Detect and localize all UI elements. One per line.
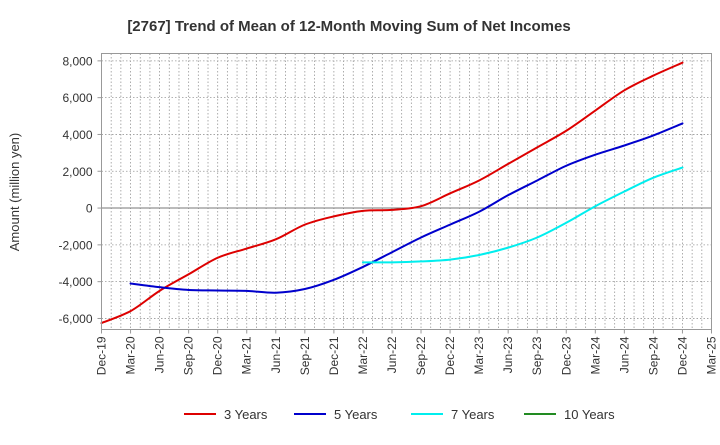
- x-tick-label: Mar-22: [356, 336, 370, 374]
- x-tick-label: Jun-20: [153, 336, 167, 373]
- x-tick-label: Dec-22: [443, 336, 457, 375]
- x-tick-label: Mar-24: [588, 336, 602, 374]
- x-tick-label: Mar-25: [705, 336, 719, 374]
- x-axis-ticks: Dec-19 Mar-20 Jun-20 Sep-20 Dec-20 Mar-21 Jun-…: [95, 329, 719, 375]
- x-tick-label: Sep-24: [646, 336, 660, 375]
- x-tick-label: Mar-21: [240, 336, 254, 374]
- chart-title: [2767] Trend of Mean of 12-Month Moving …: [127, 18, 570, 35]
- x-tick-label: Sep-23: [530, 336, 544, 375]
- x-tick-label: Dec-21: [327, 336, 341, 375]
- x-tick-label: Dec-23: [559, 336, 573, 375]
- y-tick-label: 0: [86, 202, 93, 216]
- legend-label-3-years: 3 Years: [224, 407, 268, 422]
- series-lines: [100, 61, 684, 325]
- x-tick-label: Jun-22: [385, 336, 399, 373]
- x-tick-label: Sep-21: [298, 336, 312, 375]
- x-tick-label: Dec-24: [675, 336, 689, 375]
- legend-label-10-years: 10 Years: [564, 407, 615, 422]
- y-tick-label: 6,000: [62, 91, 92, 105]
- y-axis-label: Amount (million yen): [7, 133, 22, 252]
- x-tick-label: Sep-20: [182, 336, 196, 375]
- plot-area: [101, 53, 712, 330]
- x-tick-label: Mar-20: [124, 336, 138, 374]
- legend: 3 Years 5 Years 7 Years 10 Years: [184, 407, 615, 422]
- legend-label-5-years: 5 Years: [334, 407, 378, 422]
- x-tick-label: Jun-21: [269, 336, 283, 373]
- x-tick-label: Mar-23: [472, 336, 486, 374]
- x-tick-label: Dec-19: [95, 336, 109, 375]
- series-line-7-years: [361, 166, 684, 264]
- series-line-3-years: [100, 61, 684, 325]
- legend-label-7-years: 7 Years: [451, 407, 495, 422]
- x-tick-label: Sep-22: [414, 336, 428, 375]
- x-tick-label: Dec-20: [211, 336, 225, 375]
- series-line-5-years: [129, 122, 684, 294]
- y-tick-label: -2,000: [58, 238, 92, 252]
- y-tick-label: 4,000: [62, 128, 92, 142]
- plot-frame: [101, 53, 712, 330]
- y-tick-label: 8,000: [62, 54, 92, 68]
- x-tick-label: Jun-23: [501, 336, 515, 373]
- y-axis-ticks: 8,000 6,000 4,000 2,000 0 -2,000 -4,000 -6,000: [58, 54, 102, 326]
- y-tick-label: 2,000: [62, 165, 92, 179]
- y-tick-label: -6,000: [58, 312, 92, 326]
- y-tick-label: -4,000: [58, 275, 92, 289]
- x-tick-label: Jun-24: [617, 336, 631, 373]
